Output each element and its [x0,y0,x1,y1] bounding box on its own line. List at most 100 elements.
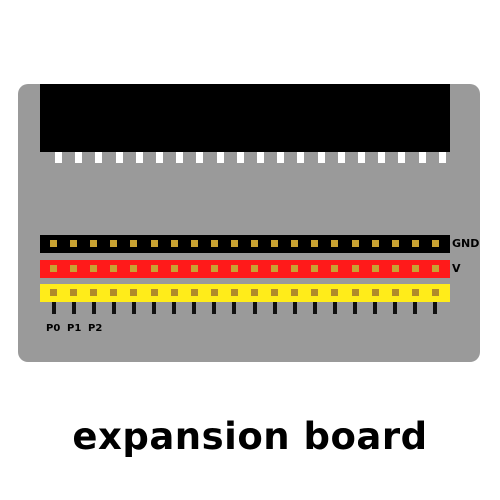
header-pin-legs [40,302,450,316]
header-pin-leg [332,302,337,314]
header-pin-leg [91,302,96,314]
v-header-pin [210,265,218,272]
header-pin-leg [131,302,136,314]
signal-header-pin [431,289,439,296]
edge-connector-pin [236,152,244,163]
signal-header-pin [351,289,359,296]
header-pin-leg [232,302,237,314]
v-header-pin [371,265,379,272]
edge-connector [40,84,450,152]
v-header-pin [411,265,419,272]
edge-connector-pin [297,152,305,163]
v-header-pin [170,265,178,272]
gnd-header-pin [110,240,118,247]
v-header-pin [251,265,258,272]
edge-connector-pin [95,152,103,163]
edge-connector-pin [438,152,446,163]
signal-header-pin [50,289,57,296]
signal-header-pin [230,289,238,296]
header-pin-leg [252,302,257,314]
edge-connector-pin [135,152,143,163]
signal-header-pin [90,289,98,296]
header-pin-leg [433,302,438,314]
v-header-pin [311,265,319,272]
signal-header-pin [150,289,158,296]
v-header-pin [431,265,439,272]
v-header-pin [351,265,359,272]
v-header-pin [331,265,339,272]
edge-connector-pin [378,152,386,163]
edge-connector-pin [115,152,123,163]
header-pin-leg [353,302,357,314]
header-pin-leg [111,302,116,314]
gnd-header-pin [351,240,359,247]
header-pin-leg [292,302,297,314]
signal-header-pin [130,289,138,296]
gnd-header-pin [331,240,339,247]
pin-label-p1: P1 [67,323,82,334]
v-header-pin [90,265,98,272]
v-header-pin [70,265,78,272]
gnd-header-row [40,235,450,253]
gnd-header-pin [170,240,178,247]
edge-connector-pin [398,152,406,163]
v-header-pin [391,265,399,272]
gnd-header-pin [230,240,238,247]
gnd-header-pin [411,240,419,247]
edge-connector-pin [317,152,325,163]
gnd-row-label: GND [452,237,480,250]
board-caption: expansion board [72,415,428,458]
signal-header-pin [311,289,319,296]
edge-connector-pin [196,152,204,163]
edge-connector-pin [418,152,426,163]
signal-header-pin [331,289,339,296]
signal-header-row [40,284,450,302]
gnd-header-pin [291,240,299,247]
gnd-header-pin [190,240,198,247]
edge-connector-pin [257,152,264,163]
gnd-header-pin [50,240,57,247]
edge-connector-pins [40,152,450,164]
edge-connector-pin [156,152,163,163]
v-header-pin [271,265,279,272]
gnd-header-pin [391,240,399,247]
pin-label-p0: P0 [46,323,61,334]
header-pin-leg [312,302,317,314]
gnd-header-pin [251,240,258,247]
header-pin-leg [71,302,76,314]
signal-header-pin [411,289,419,296]
signal-header-pin [210,289,218,296]
pin-label-p2: P2 [88,323,103,334]
edge-connector-pin [277,152,285,163]
v-header-pin [150,265,158,272]
gnd-header-pin [271,240,279,247]
signal-header-pin [391,289,399,296]
gnd-header-pin [90,240,98,247]
v-header-pin [50,265,57,272]
signal-header-pin [70,289,78,296]
gnd-header-pin [371,240,379,247]
header-pin-leg [212,302,217,314]
edge-connector-pin [337,152,345,163]
header-pin-leg [272,302,277,314]
v-header-pin [230,265,238,272]
v-header-pin [291,265,299,272]
edge-connector-pin [176,152,184,163]
gnd-header-pin [210,240,218,247]
edge-connector-pin [75,152,83,163]
signal-header-pin [371,289,379,296]
edge-connector-pin [216,152,224,163]
header-pin-leg [192,302,197,314]
signal-header-pin [170,289,178,296]
v-header-pin [190,265,198,272]
gnd-header-pin [431,240,439,247]
gnd-header-pin [311,240,319,247]
signal-header-pin [271,289,279,296]
signal-header-pin [190,289,198,296]
signal-header-pin [291,289,299,296]
v-header-pin [110,265,118,272]
header-pin-leg [172,302,177,314]
header-pin-leg [51,302,56,314]
signal-header-pin [110,289,118,296]
